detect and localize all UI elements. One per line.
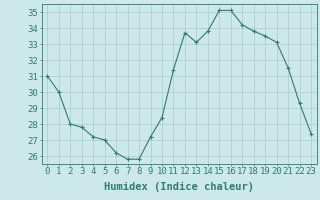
X-axis label: Humidex (Indice chaleur): Humidex (Indice chaleur) [104, 182, 254, 192]
